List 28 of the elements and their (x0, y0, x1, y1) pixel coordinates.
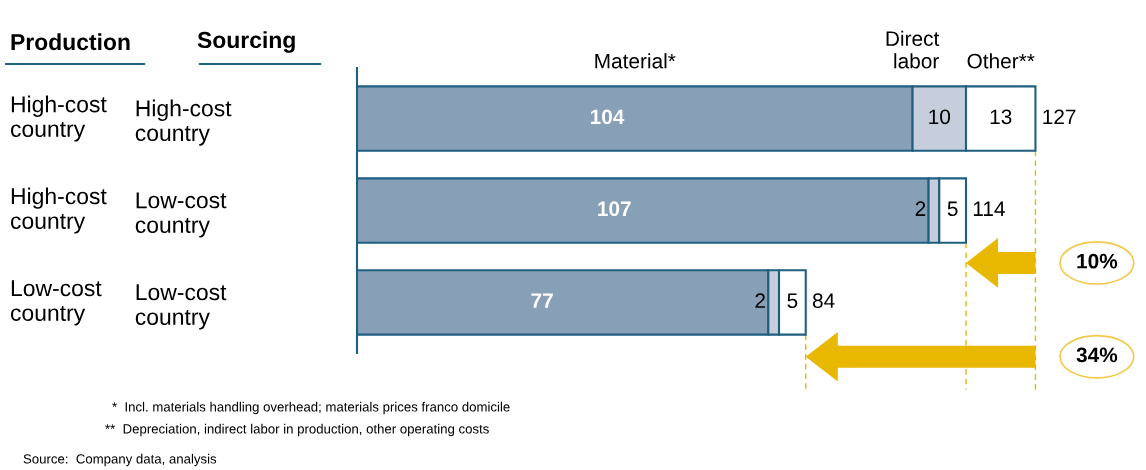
total-label: 127 (1043, 109, 1076, 124)
series-label: Other** (967, 53, 1035, 69)
data-label: 2 (755, 293, 765, 308)
text: 10% (1077, 253, 1118, 269)
series-label: Material* (595, 53, 676, 69)
total-label: 114 (973, 201, 1005, 216)
text: High-cost country (10, 95, 107, 142)
text: Low-cost country (10, 280, 102, 326)
data-label: 107 (598, 201, 631, 217)
text: * Incl. materials handling overhead; materials prices franco domicile (112, 401, 510, 415)
data-label: 13 (990, 109, 1012, 125)
y-tick-label: Low-cost country (135, 284, 227, 330)
text: High-cost country (10, 187, 107, 234)
y-tick-label: Low-cost country (135, 192, 227, 238)
source-note: Source: Company data, analysis (23, 453, 217, 467)
data-label: 2 (915, 201, 926, 216)
y-tick-label: High-cost country (135, 99, 232, 146)
data-label: 5 (787, 293, 798, 309)
text: Production (11, 33, 130, 51)
total-label: 84 (812, 293, 835, 309)
data-label: 5 (947, 201, 958, 217)
text: ** Depreciation, indirect labor in production, other operating costs (105, 423, 489, 437)
series-label: Direct labor (886, 30, 940, 69)
data-label: 77 (531, 293, 553, 308)
data-label: 10 (929, 109, 951, 125)
data-label: 104 (590, 109, 625, 125)
text: 34% (1076, 347, 1118, 363)
text: Sourcing (197, 31, 295, 53)
